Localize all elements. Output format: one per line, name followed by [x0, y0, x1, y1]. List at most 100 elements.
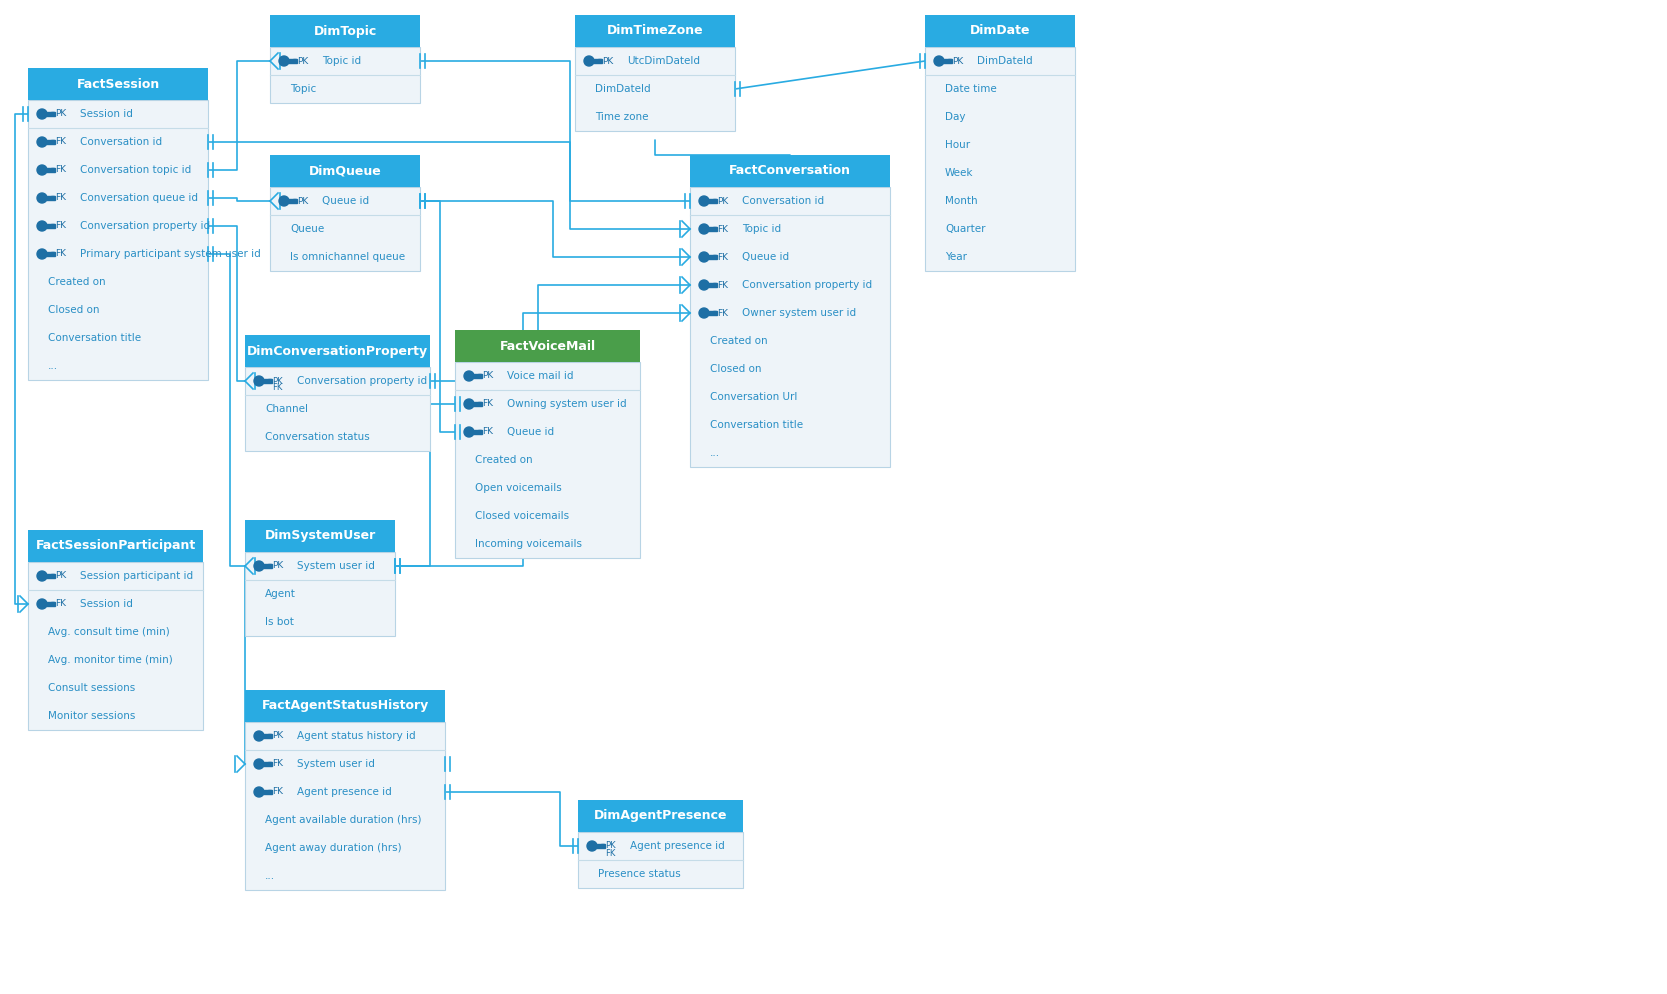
Text: FK: FK	[272, 759, 283, 768]
Text: PK: PK	[272, 562, 283, 571]
Text: DimTopic: DimTopic	[313, 25, 377, 38]
Text: FK: FK	[55, 599, 67, 608]
Circle shape	[253, 759, 263, 769]
Text: FactAgentStatusHistory: FactAgentStatusHistory	[262, 700, 428, 713]
Text: Created on: Created on	[48, 277, 105, 287]
Text: DimSystemUser: DimSystemUser	[265, 530, 375, 543]
Text: Year: Year	[945, 252, 967, 262]
Bar	[28, 68, 208, 100]
Bar	[263, 790, 272, 794]
Text: PK: PK	[297, 57, 308, 66]
Text: Created on: Created on	[710, 336, 767, 346]
Text: FK: FK	[55, 137, 67, 146]
Circle shape	[463, 427, 473, 437]
Circle shape	[583, 56, 593, 66]
Text: Quarter: Quarter	[945, 224, 985, 234]
Bar	[578, 800, 743, 832]
Text: Date time: Date time	[945, 84, 997, 94]
Bar	[245, 520, 395, 552]
Text: FK: FK	[717, 252, 728, 261]
Bar	[455, 330, 640, 362]
Text: DimTimeZone: DimTimeZone	[607, 25, 703, 38]
Text: FK: FK	[482, 427, 493, 436]
Text: Conversation status: Conversation status	[265, 432, 370, 442]
Circle shape	[278, 56, 288, 66]
Bar	[575, 15, 735, 47]
Circle shape	[698, 196, 708, 206]
Text: FK: FK	[717, 280, 728, 289]
Circle shape	[698, 308, 708, 318]
Circle shape	[463, 371, 473, 381]
Circle shape	[37, 165, 47, 175]
Text: Day: Day	[945, 112, 965, 122]
Text: Week: Week	[945, 168, 974, 178]
Bar	[708, 311, 717, 315]
Text: Is omnichannel queue: Is omnichannel queue	[290, 252, 405, 262]
Bar	[288, 199, 297, 203]
Circle shape	[253, 376, 263, 386]
Text: Conversation queue id: Conversation queue id	[80, 193, 198, 203]
Circle shape	[37, 109, 47, 119]
Circle shape	[37, 571, 47, 581]
Text: PK: PK	[297, 197, 308, 206]
Bar	[47, 168, 55, 172]
Text: DimDate: DimDate	[970, 25, 1030, 38]
Text: Owner system user id: Owner system user id	[742, 308, 857, 318]
Bar	[270, 47, 420, 103]
Text: System user id: System user id	[297, 561, 375, 571]
Bar	[47, 574, 55, 578]
Text: Queue id: Queue id	[322, 196, 368, 206]
Bar	[270, 15, 420, 47]
Circle shape	[934, 56, 944, 66]
Text: Conversation id: Conversation id	[742, 196, 823, 206]
Text: FK: FK	[55, 249, 67, 258]
Bar	[713, 199, 717, 201]
Text: Hour: Hour	[945, 140, 970, 150]
Circle shape	[698, 252, 708, 262]
Text: ...: ...	[48, 361, 58, 371]
Bar	[288, 59, 297, 63]
Text: Closed on: Closed on	[48, 305, 100, 315]
Bar	[708, 283, 717, 287]
Bar	[268, 379, 272, 382]
Text: DimAgentPresence: DimAgentPresence	[593, 809, 727, 822]
Bar	[47, 252, 55, 256]
Circle shape	[253, 731, 263, 741]
Text: Primary participant system user id: Primary participant system user id	[80, 249, 260, 259]
Bar	[598, 59, 602, 62]
Bar	[713, 227, 717, 230]
Bar	[578, 832, 743, 888]
Text: FK: FK	[55, 165, 67, 175]
Circle shape	[37, 249, 47, 259]
Bar	[263, 379, 272, 383]
Bar	[245, 722, 445, 890]
Text: Conversation title: Conversation title	[48, 333, 142, 343]
Bar	[925, 15, 1075, 47]
Bar	[28, 530, 203, 562]
Text: Agent: Agent	[265, 589, 295, 599]
Text: Monitor sessions: Monitor sessions	[48, 711, 135, 721]
Bar	[293, 59, 297, 62]
Bar	[455, 362, 640, 558]
Circle shape	[37, 599, 47, 609]
Bar	[47, 196, 55, 200]
Circle shape	[698, 224, 708, 234]
Text: PK: PK	[602, 57, 613, 66]
Text: Open voicemails: Open voicemails	[475, 483, 562, 493]
Text: Conversation title: Conversation title	[710, 420, 803, 430]
Text: Topic: Topic	[290, 84, 317, 94]
Text: PK: PK	[717, 197, 728, 206]
Circle shape	[278, 196, 288, 206]
Text: Agent status history id: Agent status history id	[297, 731, 415, 741]
Text: PK: PK	[272, 377, 283, 386]
Text: FK: FK	[55, 194, 67, 203]
Bar	[713, 255, 717, 257]
Bar	[245, 552, 395, 636]
Bar	[268, 762, 272, 764]
Text: PK: PK	[482, 372, 493, 381]
Text: Conversation property id: Conversation property id	[297, 376, 427, 386]
Text: ...: ...	[710, 448, 720, 458]
Text: FK: FK	[717, 225, 728, 234]
Bar	[478, 402, 482, 405]
Text: FactSessionParticipant: FactSessionParticipant	[35, 540, 195, 553]
